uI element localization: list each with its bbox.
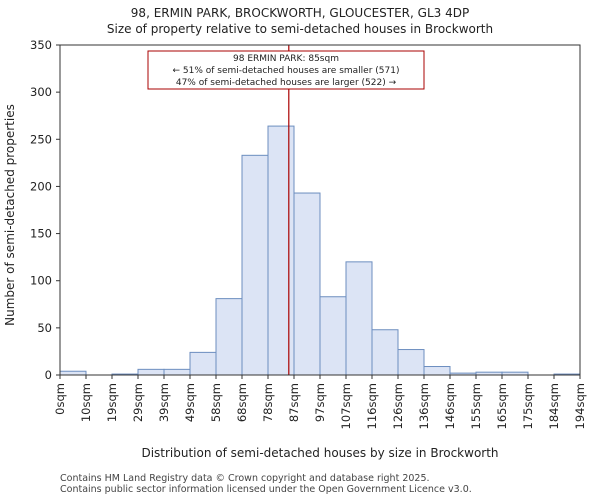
x-tick-label: 58sqm [209, 383, 223, 422]
bar-78sqm [267, 125, 295, 376]
chart-subtitle: Size of property relative to semi-detach… [106, 22, 494, 36]
footer-licence: Contains public sector information licen… [60, 484, 472, 495]
x-tick-label: 0sqm [53, 383, 67, 415]
bars-group [59, 125, 581, 376]
bar-0sqm [59, 370, 87, 376]
y-tick-label: 200 [30, 179, 52, 193]
annotation-line3: 47% of semi-detached houses are larger (… [176, 78, 397, 88]
annotation-box [147, 50, 425, 90]
y-ticks-group: 0 50 100 150 200 250 300 350 [30, 38, 60, 382]
y-tick-label: 150 [30, 227, 52, 241]
bar-39sqm [163, 368, 191, 376]
bar-58sqm [215, 298, 243, 376]
x-tick-label: 78sqm [261, 383, 275, 422]
y-tick-label: 350 [30, 38, 52, 52]
x-tick-label: 39sqm [157, 383, 171, 422]
annotation-line1: 98 ERMIN PARK: 85sqm [233, 54, 339, 64]
y-tick-label: 250 [30, 132, 52, 146]
y-tick-label: 0 [45, 368, 52, 382]
y-tick-label: 50 [37, 321, 52, 335]
x-tick-label: 175sqm [521, 383, 535, 429]
x-tick-label: 107sqm [339, 383, 353, 429]
y-tick-label: 300 [30, 85, 52, 99]
annotation-group: 98 ERMIN PARK: 85sqm ← 51% of semi-detach… [147, 50, 425, 90]
x-tick-label: 49sqm [183, 383, 197, 422]
x-tick-label: 19sqm [105, 383, 119, 422]
bar-29sqm [137, 368, 165, 376]
x-tick-label: 146sqm [443, 383, 457, 429]
annotation-line2: ← 51% of semi-detached houses are smalle… [173, 66, 400, 76]
x-tick-label: 116sqm [365, 383, 379, 429]
bar-68sqm [241, 154, 269, 376]
bar-116sqm [371, 329, 399, 376]
x-tick-label: 87sqm [287, 383, 301, 422]
bar-87sqm [293, 192, 321, 376]
x-tick-label: 136sqm [417, 383, 431, 429]
y-tick-label: 100 [30, 274, 52, 288]
bar-107sqm [345, 261, 373, 376]
x-axis-label: Distribution of semi-detached houses by … [141, 446, 498, 460]
x-tick-label: 29sqm [131, 383, 145, 422]
x-tick-label: 97sqm [313, 383, 327, 422]
x-tick-label: 155sqm [469, 383, 483, 429]
x-ticks-group: 0sqm 10sqm 19sqm 29sqm 39sqm 49sqm 58sqm 68sqm 7… [53, 375, 587, 429]
bar-126sqm [397, 349, 425, 376]
footer-copyright: Contains HM Land Registry data © Crown c… [60, 473, 430, 484]
x-tick-label: 68sqm [235, 383, 249, 422]
bar-49sqm [189, 351, 217, 376]
y-axis-label: Number of semi-detached properties [3, 104, 17, 326]
x-tick-label: 184sqm [547, 383, 561, 429]
x-tick-label: 10sqm [79, 383, 93, 422]
chart-title: 98, ERMIN PARK, BROCKWORTH, GLOUCESTER, … [130, 6, 470, 20]
x-tick-label: 165sqm [495, 383, 509, 429]
bar-136sqm [423, 366, 451, 376]
x-tick-label: 194sqm [573, 383, 587, 429]
x-tick-label: 126sqm [391, 383, 405, 429]
bar-97sqm [319, 296, 347, 376]
